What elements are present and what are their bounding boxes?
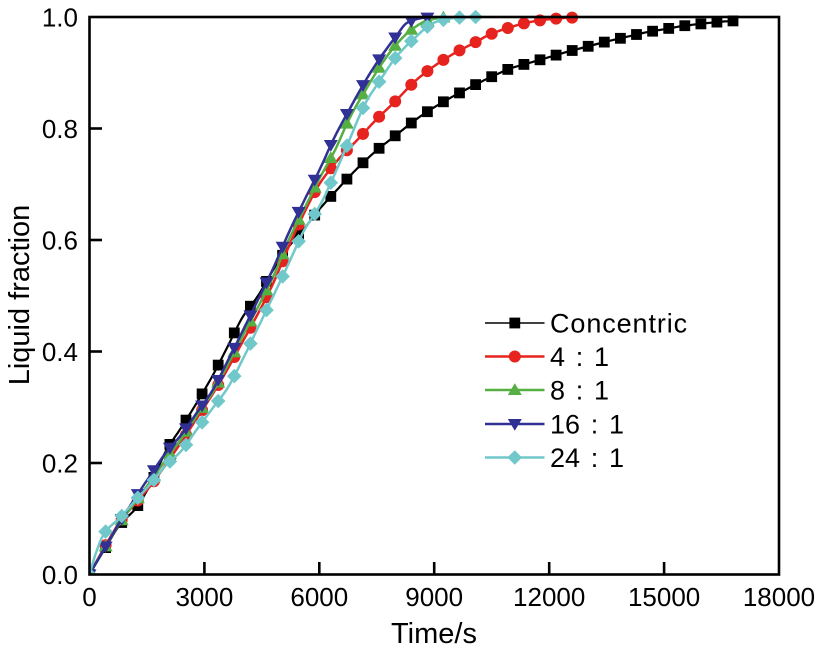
svg-text:0.0: 0.0: [42, 560, 78, 590]
svg-text:3000: 3000: [175, 582, 233, 612]
svg-text:Concentric: Concentric: [550, 309, 688, 339]
svg-text:15000: 15000: [628, 582, 700, 612]
svg-text:0.2: 0.2: [42, 448, 78, 478]
svg-text::: :: [576, 342, 584, 372]
svg-text::: :: [591, 410, 599, 440]
svg-text:1: 1: [594, 376, 609, 406]
svg-text:12000: 12000: [513, 582, 585, 612]
svg-text:4: 4: [550, 342, 565, 372]
svg-text:Time/s: Time/s: [391, 618, 477, 647]
svg-text:24: 24: [550, 443, 580, 473]
svg-text:0.6: 0.6: [42, 225, 78, 255]
svg-text:8: 8: [550, 376, 565, 406]
svg-text:1: 1: [609, 443, 624, 473]
svg-text:Liquid fraction: Liquid fraction: [4, 205, 36, 386]
svg-text:0: 0: [82, 582, 96, 612]
svg-text::: :: [576, 376, 584, 406]
svg-text::: :: [591, 443, 599, 473]
svg-text:9000: 9000: [405, 582, 463, 612]
svg-text:1: 1: [609, 410, 624, 440]
svg-text:6000: 6000: [290, 582, 348, 612]
svg-text:1.0: 1.0: [42, 2, 78, 32]
svg-text:0.8: 0.8: [42, 114, 78, 144]
svg-text:1: 1: [594, 342, 609, 372]
svg-text:16: 16: [550, 410, 580, 440]
svg-text:0.4: 0.4: [42, 337, 78, 367]
svg-text:18000: 18000: [743, 582, 815, 612]
